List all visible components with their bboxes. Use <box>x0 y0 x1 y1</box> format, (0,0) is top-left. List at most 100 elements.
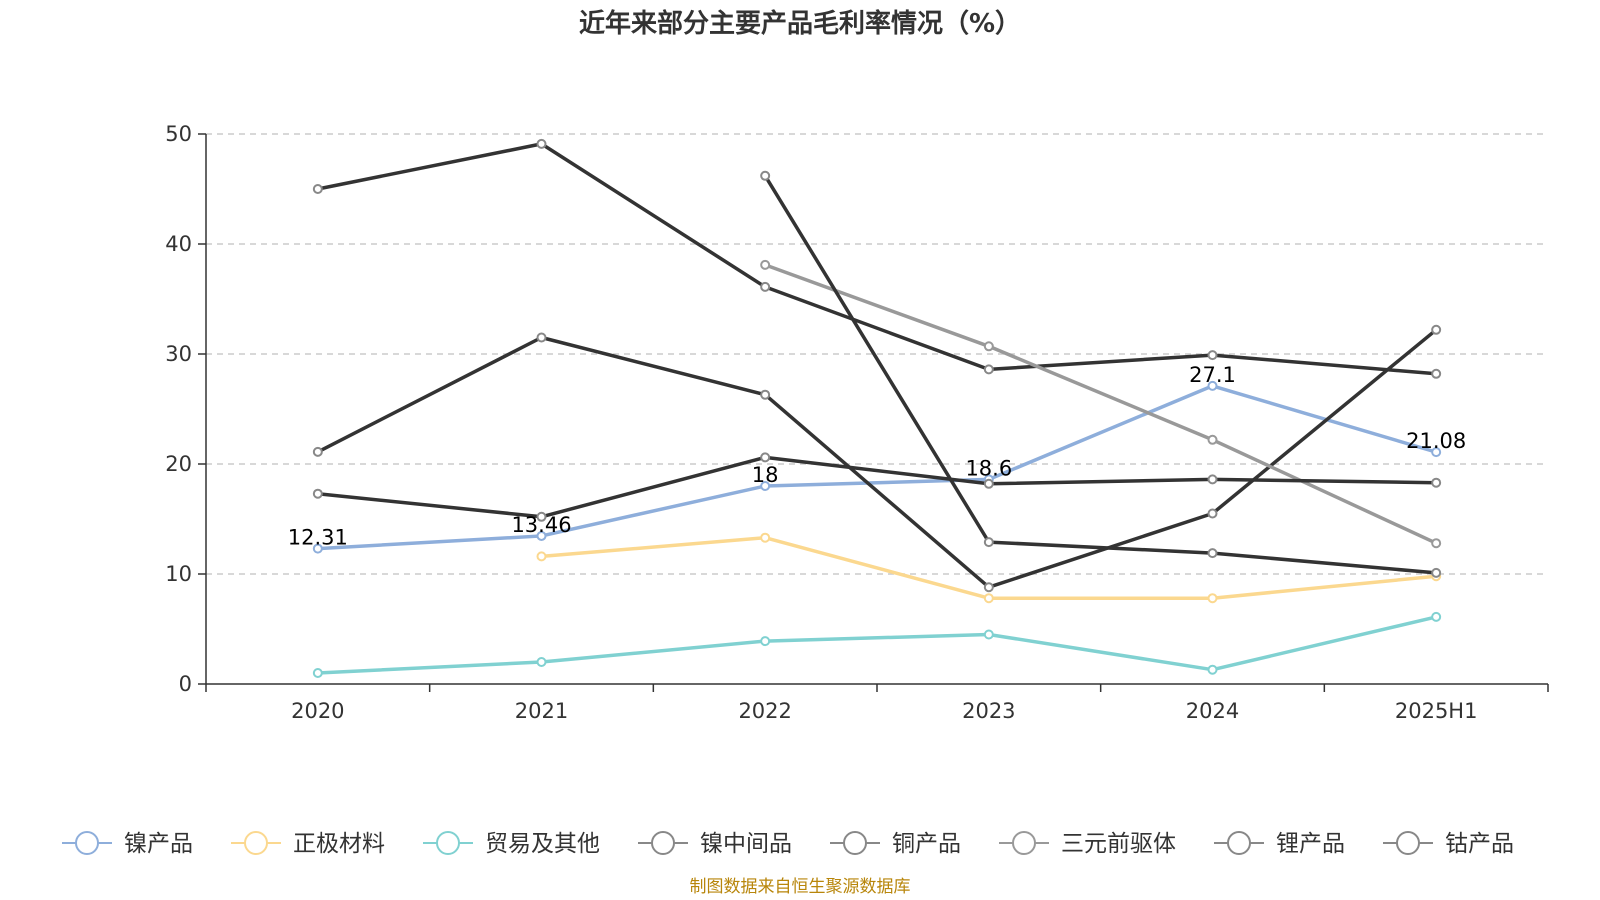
legend-marker <box>1227 831 1251 855</box>
data-point <box>983 582 994 593</box>
series-line <box>317 142 1437 376</box>
data-point <box>1431 567 1442 578</box>
data-point <box>983 537 994 548</box>
legend-label: 镍中间品 <box>700 831 792 857</box>
data-point <box>1207 434 1218 445</box>
data-point <box>1207 508 1218 519</box>
data-labels: 12.31 13.46 18 18.6 27.1 21.08 <box>288 363 1466 550</box>
data-point <box>536 530 547 541</box>
data-point <box>536 138 547 149</box>
source-note: 制图数据来自恒生聚源数据库 <box>690 877 911 897</box>
data-point <box>312 543 323 554</box>
series-line <box>317 384 1437 551</box>
x-tick-label: 2024 <box>1186 699 1239 723</box>
series-2 <box>312 611 1442 678</box>
data-point <box>1431 477 1442 488</box>
data-point <box>983 629 994 640</box>
data-label: 27.1 <box>1189 363 1236 387</box>
legend-item-1: 正极材料 <box>231 831 385 857</box>
data-point <box>1207 380 1218 391</box>
y-tick-label: 0 <box>179 672 192 696</box>
y-tick-label: 10 <box>165 562 192 586</box>
series-line <box>764 263 1437 545</box>
legend-marker <box>1012 831 1036 855</box>
legend-label: 正极材料 <box>293 831 385 857</box>
data-point <box>1431 447 1442 458</box>
legend-item-0: 镍产品 <box>62 831 193 857</box>
x-tick-label: 2025H1 <box>1395 699 1478 723</box>
data-point <box>536 657 547 667</box>
legend-label: 贸易及其他 <box>485 831 600 857</box>
data-point <box>1431 368 1442 379</box>
legend-label: 锂产品 <box>1276 831 1345 857</box>
series-line <box>317 615 1437 675</box>
data-point <box>536 551 547 562</box>
series-line <box>763 174 1437 575</box>
data-point <box>760 636 771 647</box>
data-point <box>1431 611 1442 622</box>
data-point <box>1207 474 1218 485</box>
legend-marker <box>244 831 268 855</box>
legend-marker <box>1396 831 1420 855</box>
data-label: 12.31 <box>288 526 348 550</box>
data-label: 13.46 <box>511 513 571 537</box>
legend-item-7: 钴产品 <box>1383 831 1514 857</box>
y-tick-label: 40 <box>165 232 192 256</box>
data-point <box>1207 664 1218 675</box>
data-point <box>536 511 547 522</box>
series-line <box>317 328 1438 589</box>
chart-title: 近年来部分主要产品毛利率情况（%） <box>579 8 1021 39</box>
legend-item-3: 镍中间品 <box>638 831 792 857</box>
data-label: 21.08 <box>1406 429 1466 453</box>
x-tick-label: 2022 <box>738 699 791 723</box>
data-point <box>760 452 771 463</box>
series-4 <box>312 324 1442 593</box>
y-tick-label: 20 <box>165 452 192 476</box>
data-point <box>536 332 547 343</box>
legend-marker <box>651 831 675 855</box>
series-5 <box>760 259 1442 549</box>
series-3 <box>312 138 1442 379</box>
legend-label: 三元前驱体 <box>1061 831 1176 857</box>
legend-label: 铜产品 <box>892 831 961 857</box>
x-tick-label: 2021 <box>515 699 568 723</box>
legend: 镍产品 正极材料 贸易及其他 镍中间品 铜产品 三元前驱体 锂产品 钴产品 <box>62 831 1514 857</box>
legend-item-4: 铜产品 <box>830 831 961 857</box>
legend-item-6: 锂产品 <box>1214 831 1345 857</box>
data-point <box>1207 593 1218 604</box>
series-line <box>317 455 1437 519</box>
y-tick-label: 50 <box>165 122 192 146</box>
data-point <box>760 259 771 270</box>
series-6 <box>760 170 1442 578</box>
x-tick-label: 2023 <box>962 699 1015 723</box>
data-point <box>983 364 994 375</box>
legend-marker <box>75 831 99 855</box>
x-tick-label: 2020 <box>291 699 344 723</box>
series-7 <box>312 452 1442 522</box>
data-point <box>1207 350 1218 361</box>
data-point <box>760 532 771 543</box>
data-label: 18 <box>752 463 779 487</box>
data-point <box>312 184 323 194</box>
data-point <box>760 170 771 181</box>
data-point <box>1431 324 1442 335</box>
data-point <box>983 341 994 352</box>
data-point <box>1207 548 1218 559</box>
legend-label: 镍产品 <box>124 831 193 857</box>
data-point <box>1431 538 1442 549</box>
legend-label: 钴产品 <box>1445 831 1514 857</box>
y-tick-label: 30 <box>165 342 192 366</box>
data-point <box>312 488 323 499</box>
grid-lines <box>206 133 1548 575</box>
data-point <box>760 389 771 400</box>
legend-marker <box>436 831 460 855</box>
data-point <box>312 446 323 457</box>
axes: 0 10 20 30 40 50 2020 2021 2022 2023 2024 2025H1 <box>165 122 1549 723</box>
legend-item-5: 三元前驱体 <box>999 831 1176 857</box>
data-point <box>760 481 771 491</box>
data-label: 18.6 <box>965 456 1012 480</box>
series-layer <box>312 138 1442 678</box>
data-point <box>983 593 994 604</box>
legend-marker <box>843 831 867 855</box>
